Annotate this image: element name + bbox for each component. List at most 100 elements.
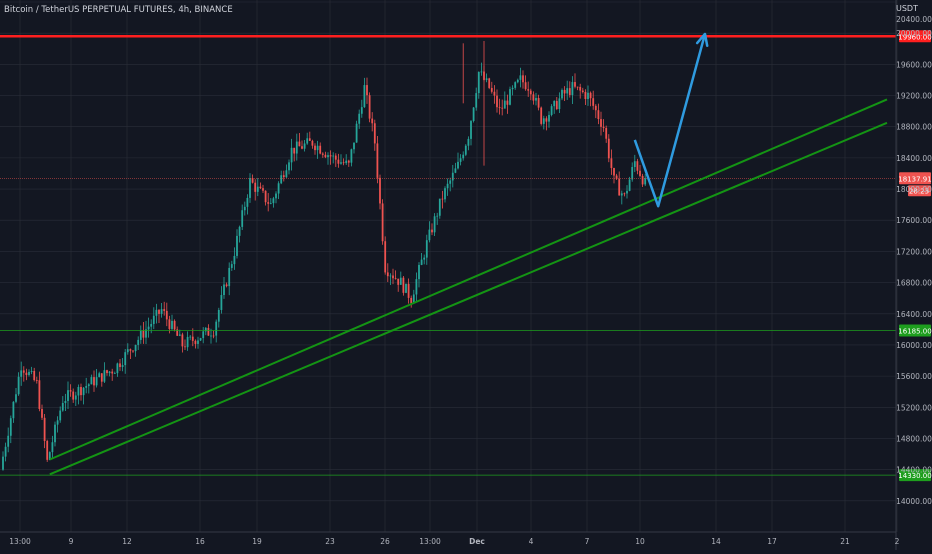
candle-body <box>472 107 475 122</box>
candle <box>220 286 223 314</box>
candle <box>129 348 132 359</box>
candle <box>576 86 579 91</box>
candle-body <box>542 118 545 124</box>
candle <box>212 330 215 339</box>
candle-body <box>340 162 342 164</box>
candle <box>293 147 296 162</box>
candle-body <box>264 190 267 203</box>
candle <box>303 140 306 152</box>
candle-body <box>347 160 350 163</box>
candle-body <box>230 264 233 268</box>
candle <box>93 370 95 392</box>
candle <box>7 427 10 453</box>
candle-body <box>158 309 160 314</box>
candle-body <box>509 89 511 105</box>
candle-body <box>358 113 361 124</box>
candle <box>173 319 176 332</box>
price-tick-label: 14000.00 <box>896 497 932 506</box>
candle-body <box>46 441 49 460</box>
candle <box>282 170 285 182</box>
candle-body <box>485 78 488 80</box>
candle-body <box>191 336 194 341</box>
candle-body <box>301 146 303 149</box>
candle <box>605 125 608 143</box>
candle-body <box>249 178 251 198</box>
candle <box>613 167 615 184</box>
candle <box>633 154 636 173</box>
candle <box>43 414 46 449</box>
candle-body <box>314 145 316 151</box>
candle-body <box>428 229 431 241</box>
candle <box>254 179 257 201</box>
candle <box>295 133 298 161</box>
candle-body <box>626 190 628 194</box>
candle <box>116 362 119 377</box>
horizontal-levels: 19960.00 16185.00 14330.00 18137.91 28:23 <box>0 30 932 482</box>
candle <box>628 176 631 192</box>
candle-body <box>457 161 459 169</box>
candle <box>308 131 311 141</box>
candle <box>35 376 38 384</box>
candle <box>566 80 569 100</box>
candle <box>256 178 259 197</box>
candle-body <box>462 154 465 159</box>
candle-body <box>108 371 111 374</box>
candle-body <box>288 162 290 171</box>
candle-body <box>134 344 137 352</box>
candle-body <box>464 145 467 155</box>
candle <box>386 263 389 282</box>
candle <box>353 142 355 154</box>
candle <box>275 191 277 204</box>
candle <box>324 151 327 159</box>
candle-body <box>405 283 407 293</box>
rising-trendline[interactable] <box>49 121 888 476</box>
candle <box>537 94 540 111</box>
candle <box>100 373 103 387</box>
candle <box>366 77 368 104</box>
candle-body <box>150 323 153 327</box>
candle-body <box>438 198 441 216</box>
time-axis[interactable]: 13:00 9 12 16 19 23 26 13:00 Dec 4 7 10 14 17 21 2 <box>0 531 900 546</box>
candle <box>579 83 582 99</box>
candle <box>496 89 498 113</box>
candle <box>464 144 467 157</box>
candle-body <box>555 100 558 110</box>
candle-body <box>623 193 626 195</box>
candle-body <box>7 435 10 447</box>
candle-body <box>215 321 218 336</box>
candle-body <box>280 175 283 184</box>
candle-body <box>636 161 639 171</box>
candle-body <box>493 91 496 96</box>
candle <box>384 236 387 275</box>
candle <box>225 282 228 288</box>
candle <box>620 190 623 205</box>
candle-body <box>399 277 402 285</box>
price-axis[interactable]: 14000.00 14400.00 14800.00 15200.00 15600.00… <box>895 0 932 550</box>
candle-body <box>259 186 262 189</box>
candle <box>368 92 371 123</box>
candle <box>119 358 121 371</box>
candle-body <box>126 349 129 353</box>
candle <box>379 174 381 210</box>
candle-body <box>54 424 56 443</box>
candle <box>290 138 293 171</box>
candle <box>480 62 483 76</box>
candle-body <box>186 336 189 348</box>
projection-path[interactable] <box>633 33 707 208</box>
candle-body <box>269 203 272 204</box>
candle <box>181 332 184 353</box>
candle-body <box>423 257 426 260</box>
candle-body <box>506 100 509 105</box>
time-tick-label: 26 <box>380 537 390 546</box>
candle-body <box>425 240 428 258</box>
level-price-tag <box>899 30 931 43</box>
candle <box>56 416 59 433</box>
candle-body <box>67 390 69 401</box>
candle-body <box>22 370 25 373</box>
candle-body <box>290 147 293 163</box>
rising-trendline[interactable] <box>49 98 888 461</box>
candle-body <box>602 126 605 128</box>
candle <box>470 120 472 146</box>
price-tick-label: 18400.00 <box>896 154 932 163</box>
